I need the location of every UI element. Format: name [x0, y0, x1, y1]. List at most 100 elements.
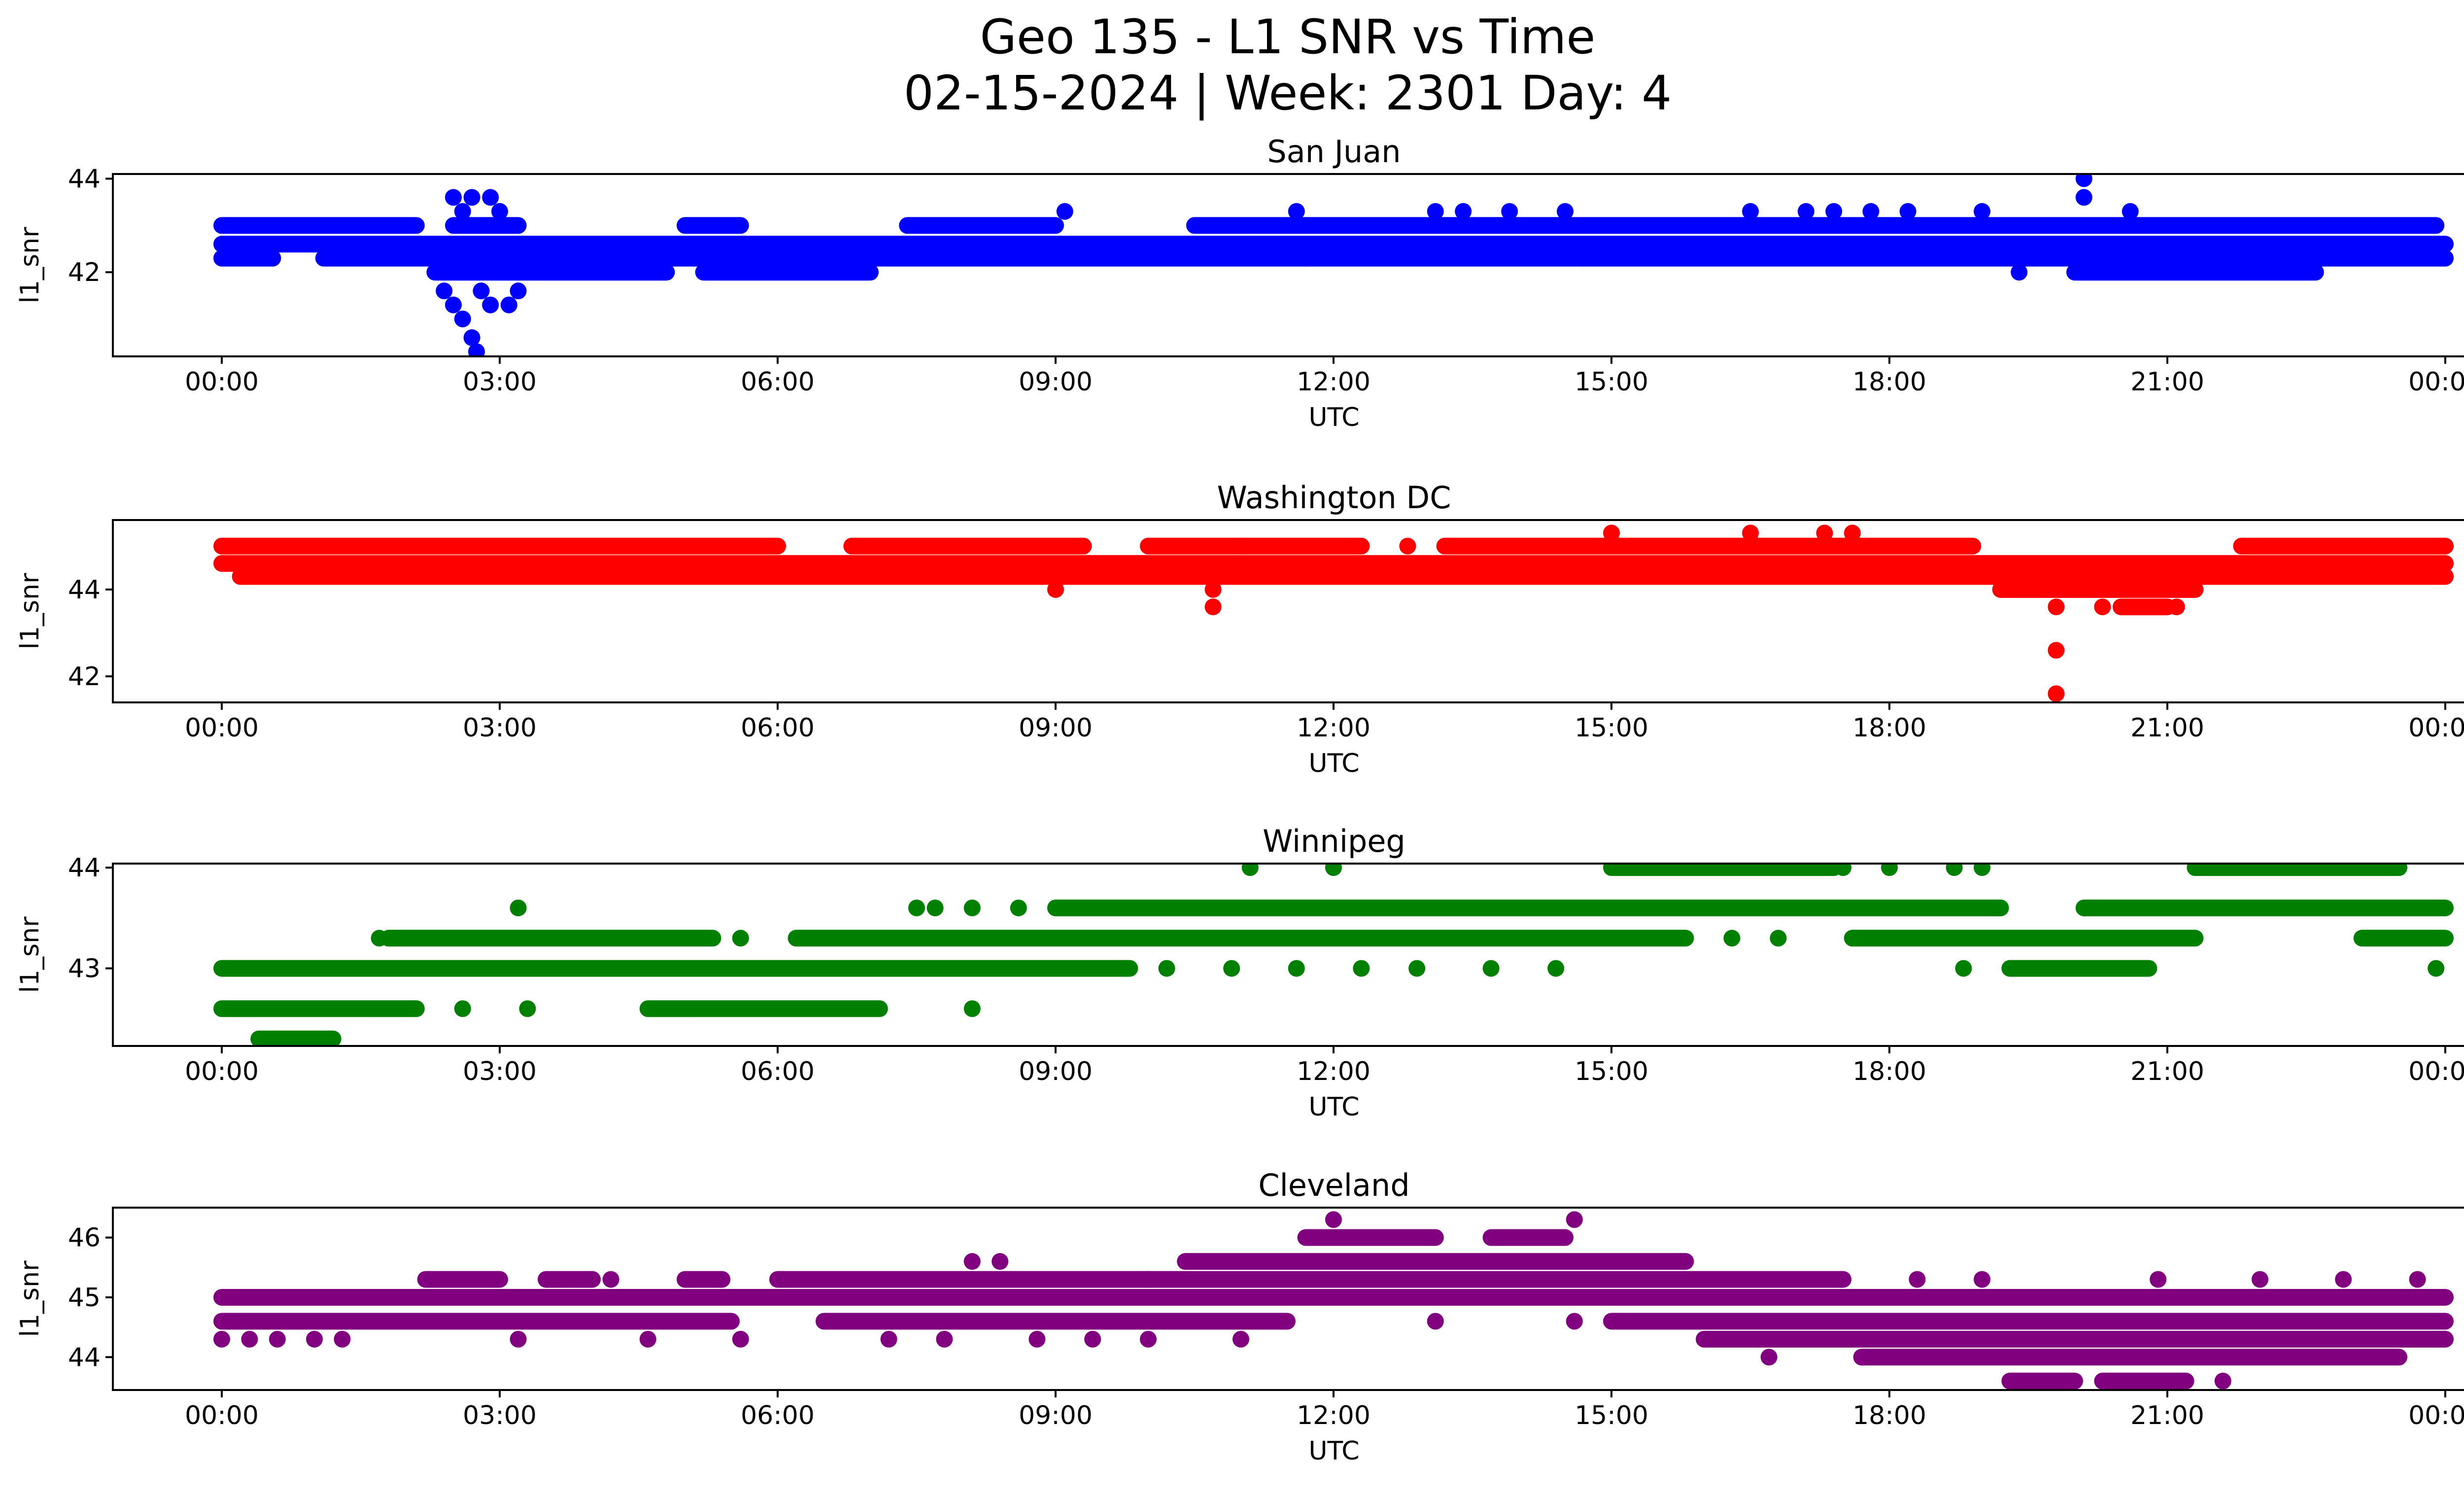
data-point [468, 343, 485, 356]
data-point [1353, 960, 1370, 977]
x-axis-label: UTC [1308, 749, 1359, 778]
x-tick-label: 12:00 [1297, 367, 1370, 397]
y-axis-label: l1_snr [15, 1260, 45, 1337]
data-point [473, 282, 490, 300]
figure-title: Geo 135 - L1 SNR vs Time 02-15-2024 | We… [0, 9, 2464, 121]
y-tick-label: 42 [68, 258, 101, 287]
subplot-title: Washington DC [1217, 480, 1451, 516]
x-tick-label: 03:00 [463, 1057, 537, 1086]
y-tick-label: 44 [68, 575, 101, 605]
x-tick-label: 06:00 [741, 713, 815, 743]
data-point [2075, 174, 2092, 187]
data-point [1723, 930, 1741, 947]
x-tick-label: 21:00 [2130, 1057, 2204, 1086]
data-point [1325, 1211, 1342, 1228]
data-point [1158, 960, 1175, 977]
x-tick-label: 03:00 [463, 367, 537, 397]
chart-panel-0: San Juan 00:00 03:00 06:00 09:00 12:00 15:00 18… [15, 134, 2464, 432]
data-point [2122, 203, 2139, 220]
x-tick-label: 21:00 [2130, 713, 2204, 743]
x-tick-label: 06:00 [741, 1057, 815, 1086]
data-point [1223, 960, 1240, 977]
data-point [1325, 864, 1342, 876]
data-point [1140, 1330, 1157, 1348]
data-point [269, 1330, 286, 1348]
y-tick-label: 44 [68, 164, 101, 194]
data-point [1797, 203, 1814, 220]
data-point [1575, 249, 1592, 267]
x-axis-label: UTC [1308, 1092, 1359, 1122]
data-point [908, 899, 925, 916]
x-tick-label: 12:00 [1297, 1057, 1370, 1086]
data-point [482, 296, 499, 313]
x-tick-label: 15:00 [1574, 1057, 1648, 1086]
data-point [445, 189, 462, 206]
x-tick-label: 03:00 [463, 713, 537, 743]
x-tick-label: 18:00 [1852, 1057, 1926, 1086]
data-point [880, 1330, 897, 1348]
data-point [241, 1330, 258, 1348]
data-point [1232, 1330, 1249, 1348]
y-axis-label: l1_snr [15, 227, 45, 304]
data-point [1862, 203, 1880, 220]
data-point [436, 282, 453, 300]
chart-panel-1: Washington DC 00:00 03:00 06:00 09:00 12:00 15… [15, 480, 2464, 778]
data-point [2252, 1271, 2268, 1288]
data-point [1501, 203, 1518, 220]
axes-frame [112, 863, 2464, 1047]
data-point [936, 1330, 953, 1348]
data-point [1760, 1349, 1778, 1366]
x-tick-label: 15:00 [1574, 713, 1648, 743]
figure-title-line-1: Geo 135 - L1 SNR vs Time [980, 9, 1596, 65]
chart-panel-3: Cleveland 00:00 03:00 06:00 09:00 12:00 15:00 1… [15, 1167, 2464, 1466]
data-point [1232, 537, 1249, 555]
x-tick-label: 15:00 [1574, 1401, 1648, 1430]
data-point [2048, 598, 2065, 616]
data-point [1835, 864, 1851, 876]
data-point [1742, 524, 1759, 542]
x-tick-label: 00:00 [2408, 1057, 2464, 1086]
data-point [963, 1253, 981, 1270]
data-point [1816, 524, 1833, 542]
data-point [1881, 864, 1898, 876]
data-point [213, 1330, 230, 1348]
data-point [1603, 524, 1620, 542]
figure-title-line-2: 02-15-2024 | Week: 2301 Day: 4 [903, 66, 1672, 121]
data-point [1047, 581, 1064, 598]
x-tick-label: 03:00 [463, 1401, 537, 1430]
x-tick-label: 15:00 [1574, 367, 1648, 397]
data-point [454, 1000, 471, 1017]
data-points [213, 524, 2454, 702]
data-point [371, 930, 388, 947]
data-point [1455, 203, 1472, 220]
data-points [213, 864, 2454, 1046]
subplot-title: Cleveland [1258, 1167, 1409, 1203]
data-point [963, 1000, 981, 1017]
x-tick-label: 09:00 [1019, 713, 1093, 743]
y-tick-label: 43 [68, 954, 101, 984]
subplot-title: San Juan [1267, 134, 1401, 170]
data-point [306, 1330, 323, 1348]
x-tick-label: 12:00 [1297, 1401, 1370, 1430]
data-point [1825, 203, 1843, 220]
x-tick-label: 00:00 [185, 713, 259, 743]
data-point [1946, 864, 1963, 876]
data-point [2409, 1271, 2426, 1288]
data-point [1742, 203, 1759, 220]
data-point [732, 930, 749, 947]
data-point [519, 1000, 536, 1017]
x-tick-label: 12:00 [1297, 713, 1370, 743]
data-point [1288, 203, 1305, 220]
x-tick-label: 00:00 [2408, 367, 2464, 397]
x-axis-label: UTC [1308, 403, 1359, 432]
y-tick-label: 46 [68, 1223, 101, 1253]
data-point [732, 1330, 749, 1348]
y-axis-label: l1_snr [15, 916, 45, 993]
data-point [482, 189, 499, 206]
x-tick-label: 21:00 [2130, 367, 2204, 397]
data-point [1844, 524, 1861, 542]
data-point [2150, 1271, 2167, 1288]
data-point [463, 189, 480, 206]
data-point [510, 282, 527, 300]
